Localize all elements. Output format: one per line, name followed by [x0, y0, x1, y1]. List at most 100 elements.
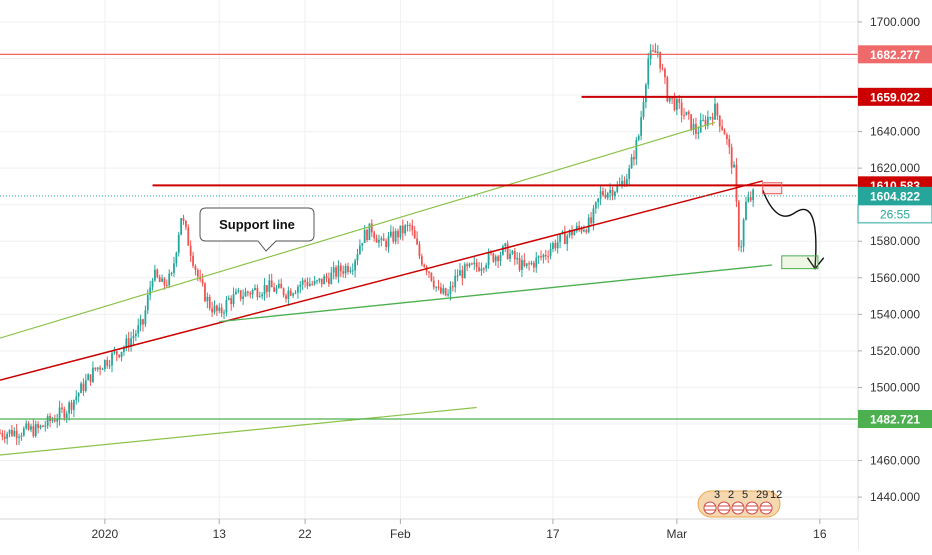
candle-body — [668, 97, 671, 102]
candle-body — [606, 193, 609, 198]
candle-body — [168, 273, 171, 286]
candle-body — [134, 333, 137, 336]
candle-body — [511, 251, 514, 254]
candle-body — [61, 407, 63, 410]
trendlines[interactable] — [0, 121, 773, 456]
candle-body — [316, 280, 318, 282]
support-line-callout[interactable]: Support line — [199, 207, 315, 252]
candle-body — [154, 269, 156, 281]
candle-body — [587, 217, 590, 233]
candle-body — [537, 256, 540, 258]
candle-body — [37, 424, 40, 428]
candle-body — [170, 272, 173, 274]
candle-body — [733, 164, 735, 168]
candle-body — [389, 231, 392, 237]
candle-body — [39, 425, 42, 428]
candle-body — [463, 264, 466, 279]
candle-body — [92, 367, 94, 382]
candle-body — [297, 286, 299, 293]
candle-body — [737, 201, 740, 248]
candle-body — [497, 256, 500, 262]
candle-body — [747, 197, 750, 202]
candle-body — [254, 287, 256, 291]
price-levels[interactable] — [0, 53, 858, 420]
candle-body — [680, 102, 683, 116]
candle-body — [311, 283, 314, 285]
candle-body — [44, 425, 47, 427]
candle-body — [266, 285, 268, 292]
current-price-tag-label: 1604.822 — [870, 189, 920, 203]
candle-body — [220, 307, 223, 314]
support-green-tag-label: 1482.721 — [870, 412, 920, 426]
candle-body — [142, 319, 144, 325]
candle-body — [306, 281, 309, 286]
y-tick-label: 1580.000 — [870, 234, 920, 248]
candle-body — [106, 360, 109, 366]
candle-body — [602, 191, 604, 195]
candle-body — [99, 367, 101, 370]
candle-body — [356, 254, 359, 261]
candle-body — [251, 290, 254, 295]
candle-body — [230, 298, 233, 305]
candlestick-series — [0, 43, 755, 446]
countdown-tag — [857, 204, 932, 224]
candle-body — [368, 223, 371, 241]
current-price-tag — [858, 186, 932, 205]
candle-body — [449, 286, 452, 295]
candle-body — [258, 296, 261, 298]
y-tick-label: 1560.000 — [870, 271, 920, 285]
candle-body — [289, 290, 292, 296]
candle-body — [27, 423, 30, 430]
candle-body — [566, 235, 569, 244]
candle-body — [647, 58, 650, 85]
time-axis-ticks: 2020 13 22 Feb 17 Mar 16 — [92, 519, 827, 541]
candle-body — [385, 240, 387, 248]
support-green-tag — [858, 409, 932, 428]
candle-body — [318, 278, 321, 281]
candle-body — [137, 325, 140, 334]
candle-body — [261, 294, 264, 297]
flag-icon — [745, 501, 759, 515]
candle-body — [740, 246, 743, 248]
candle-body — [268, 280, 271, 292]
candle-body — [635, 139, 638, 160]
x-tick-label: Feb — [390, 527, 411, 541]
economic-events-badge[interactable]: 3 2 5 29 12 — [697, 489, 782, 518]
resistance-top-tag — [858, 45, 932, 64]
candle-body — [18, 436, 20, 439]
candle-body — [275, 287, 278, 292]
candle-body — [132, 335, 135, 339]
x-tick-label: Mar — [667, 527, 688, 541]
candle-body — [454, 275, 457, 288]
candle-body — [664, 69, 666, 78]
time-axis[interactable] — [0, 519, 858, 550]
candle-body — [711, 117, 714, 120]
candle-body — [501, 246, 504, 255]
candle-body — [673, 97, 676, 110]
candle-body — [120, 351, 123, 357]
resistance-top-tag-label: 1682.277 — [870, 48, 920, 62]
candle-body — [130, 338, 132, 347]
candle-body — [521, 260, 523, 270]
candle-body — [518, 257, 521, 270]
candle-body — [644, 84, 647, 103]
candle-body — [621, 180, 623, 185]
candle-body — [609, 189, 612, 194]
candle-body — [637, 135, 640, 140]
candle-body — [406, 224, 409, 226]
candle-body — [654, 50, 657, 53]
x-tick-label: 22 — [298, 527, 312, 541]
candle-body — [409, 224, 411, 226]
candle-body — [339, 265, 342, 272]
candle-body — [509, 253, 511, 259]
candle-body — [530, 262, 533, 265]
projection-drawing[interactable] — [762, 182, 825, 270]
candle-body — [218, 307, 221, 311]
candle-body — [96, 367, 99, 370]
candle-body — [585, 229, 588, 233]
callout-text: Support line — [219, 217, 295, 232]
candle-body — [34, 424, 37, 437]
candle-body — [161, 278, 163, 282]
